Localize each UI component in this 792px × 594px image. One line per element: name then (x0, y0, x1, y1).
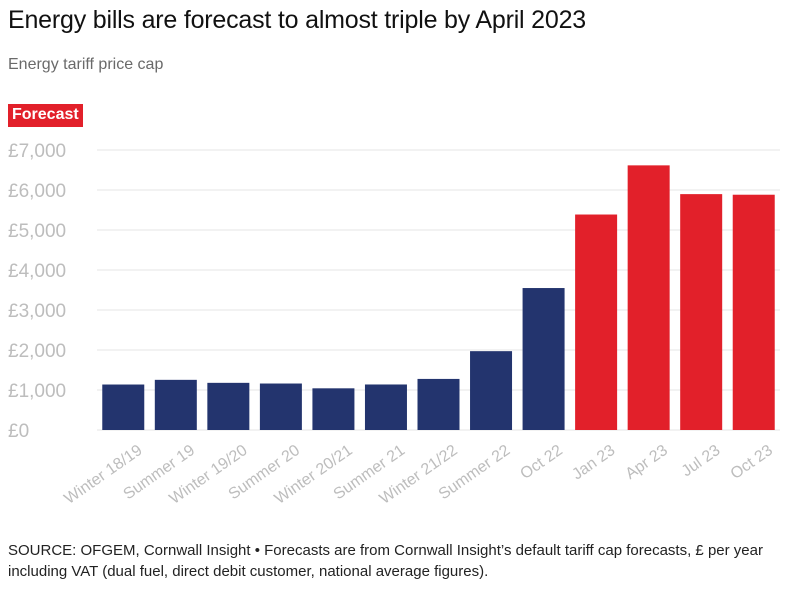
bar-summer-21 (364, 384, 407, 430)
y-tick-label: £5,000 (8, 221, 66, 242)
bars (102, 165, 775, 431)
bar-summer-22 (470, 351, 513, 430)
bar-oct-23 (732, 194, 775, 430)
x-tick-label: Jul 23 (679, 442, 724, 480)
bar-winter-19-20 (207, 382, 250, 430)
y-tick-label: £6,000 (8, 181, 66, 202)
bar-winter-20-21 (312, 388, 355, 430)
bar-winter-18-19 (102, 384, 145, 430)
bar-chart: £0 £1,000 £2,000 £3,000 £4,000 £5,000 £6,000 £7… (8, 141, 780, 508)
y-tick-label: £1,000 (8, 381, 66, 402)
bar-summer-19 (154, 379, 197, 430)
y-tick-label: £2,000 (8, 341, 66, 362)
y-tick-label: £7,000 (8, 141, 66, 162)
bar-apr-23 (627, 165, 670, 431)
x-tick-label: Oct 23 (728, 442, 776, 483)
bar-oct-22 (522, 288, 565, 430)
chart-subtitle: Energy tariff price cap (8, 56, 164, 73)
y-tick-label: £4,000 (8, 261, 66, 282)
x-tick-label: Jan 23 (569, 442, 618, 484)
y-tick-label: £3,000 (8, 301, 66, 322)
bar-summer-20 (259, 383, 302, 430)
forecast-badge: Forecast (8, 104, 83, 127)
chart-title: Energy bills are forecast to almost trip… (8, 6, 586, 34)
source-note: SOURCE: OFGEM, Cornwall Insight • Foreca… (8, 542, 763, 580)
x-tick-label: Oct 22 (517, 442, 565, 483)
bar-jan-23 (575, 214, 618, 430)
x-tick-label: Apr 23 (623, 442, 671, 483)
bar-winter-21-22 (417, 378, 460, 430)
y-axis-ticks: £0 £1,000 £2,000 £3,000 £4,000 £5,000 £6,000 £7… (8, 141, 66, 442)
bar-jul-23 (680, 194, 723, 430)
y-tick-label: £0 (8, 421, 29, 442)
